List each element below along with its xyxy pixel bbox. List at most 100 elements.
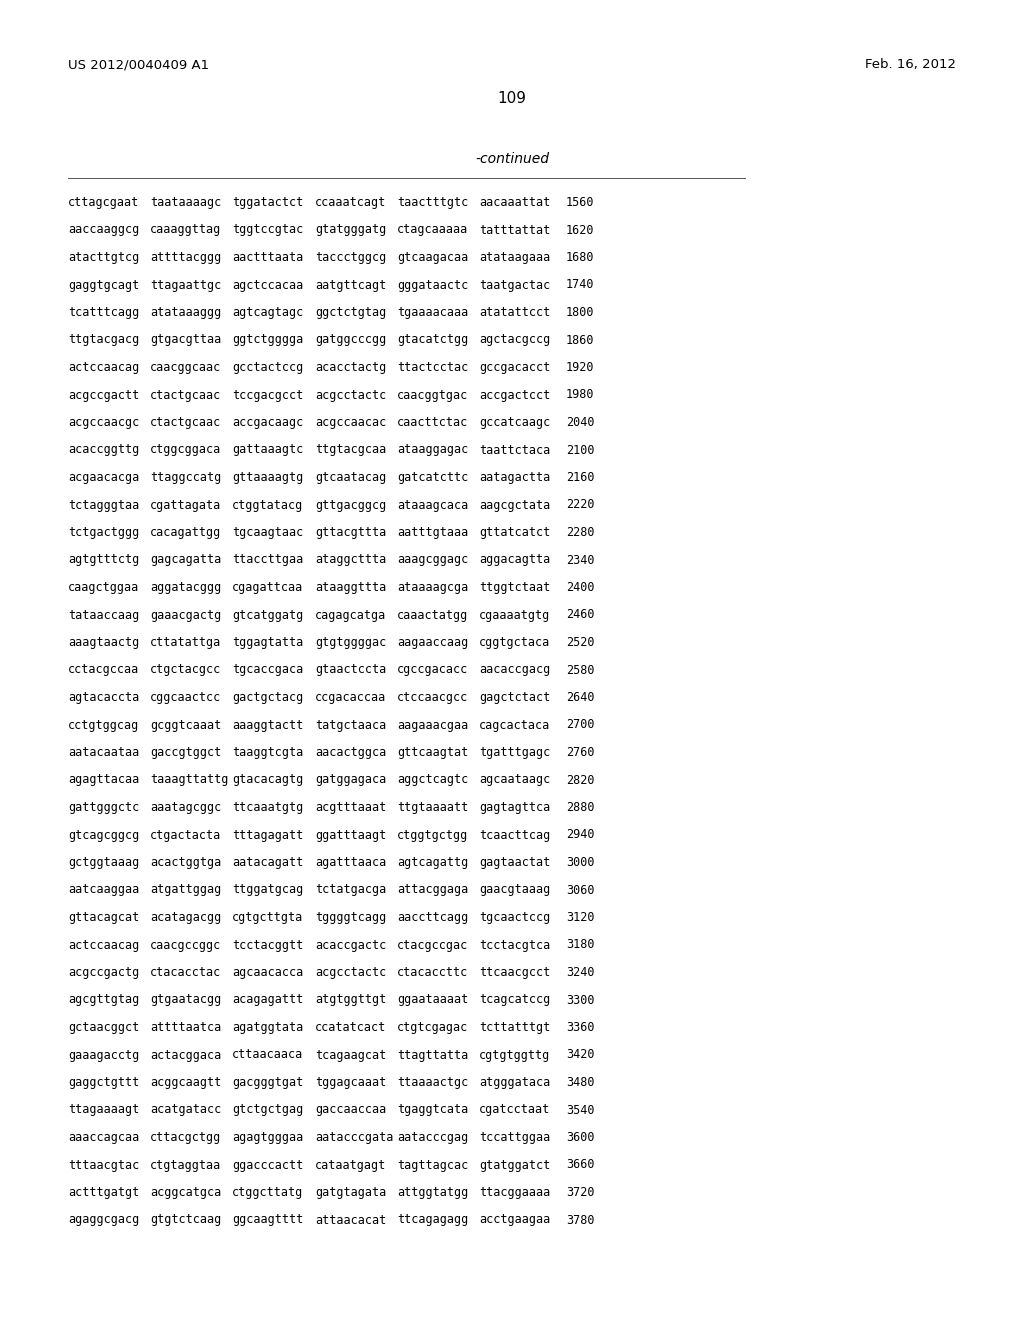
Text: ttggatgcag: ttggatgcag bbox=[232, 883, 303, 896]
Text: ggatttaagt: ggatttaagt bbox=[315, 829, 386, 842]
Text: agaggcgacg: agaggcgacg bbox=[68, 1213, 139, 1226]
Text: gaaacgactg: gaaacgactg bbox=[150, 609, 221, 622]
Text: caacgccggc: caacgccggc bbox=[150, 939, 221, 952]
Text: ttaggccatg: ttaggccatg bbox=[150, 471, 221, 484]
Text: ttagttatta: ttagttatta bbox=[397, 1048, 468, 1061]
Text: 2820: 2820 bbox=[566, 774, 595, 787]
Text: ggcaagtttt: ggcaagtttt bbox=[232, 1213, 303, 1226]
Text: gttacgttta: gttacgttta bbox=[315, 525, 386, 539]
Text: Feb. 16, 2012: Feb. 16, 2012 bbox=[865, 58, 956, 71]
Text: ttactcctac: ttactcctac bbox=[397, 360, 468, 374]
Text: gtacatctgg: gtacatctgg bbox=[397, 334, 468, 346]
Text: gtgaatacgg: gtgaatacgg bbox=[150, 994, 221, 1006]
Text: tgcaccgaca: tgcaccgaca bbox=[232, 664, 303, 676]
Text: tataaccaag: tataaccaag bbox=[68, 609, 139, 622]
Text: gaccgtggct: gaccgtggct bbox=[150, 746, 221, 759]
Text: acggcaagtt: acggcaagtt bbox=[150, 1076, 221, 1089]
Text: gtacacagtg: gtacacagtg bbox=[232, 774, 303, 787]
Text: agtcagattg: agtcagattg bbox=[397, 855, 468, 869]
Text: ttagaaaagt: ttagaaaagt bbox=[68, 1104, 139, 1117]
Text: atgggataca: atgggataca bbox=[479, 1076, 550, 1089]
Text: 2520: 2520 bbox=[566, 636, 595, 649]
Text: gtcatggatg: gtcatggatg bbox=[232, 609, 303, 622]
Text: ttcaacgcct: ttcaacgcct bbox=[479, 966, 550, 979]
Text: aatagactta: aatagactta bbox=[479, 471, 550, 484]
Text: gagtagttca: gagtagttca bbox=[479, 801, 550, 814]
Text: acatgatacc: acatgatacc bbox=[150, 1104, 221, 1117]
Text: cacagattgg: cacagattgg bbox=[150, 525, 221, 539]
Text: tctgactggg: tctgactggg bbox=[68, 525, 139, 539]
Text: 109: 109 bbox=[498, 91, 526, 106]
Text: ataaggttta: ataaggttta bbox=[315, 581, 386, 594]
Text: tggggtcagg: tggggtcagg bbox=[315, 911, 386, 924]
Text: 3480: 3480 bbox=[566, 1076, 595, 1089]
Text: atatattcct: atatattcct bbox=[479, 306, 550, 319]
Text: cgtgcttgta: cgtgcttgta bbox=[232, 911, 303, 924]
Text: gtatggatct: gtatggatct bbox=[479, 1159, 550, 1172]
Text: ttagaattgc: ttagaattgc bbox=[150, 279, 221, 292]
Text: 3120: 3120 bbox=[566, 911, 595, 924]
Text: agcaacacca: agcaacacca bbox=[232, 966, 303, 979]
Text: aaccaaggcg: aaccaaggcg bbox=[68, 223, 139, 236]
Text: ctacgccgac: ctacgccgac bbox=[397, 939, 468, 952]
Text: ttcaaatgtg: ttcaaatgtg bbox=[232, 801, 303, 814]
Text: ataaaagcga: ataaaagcga bbox=[397, 581, 468, 594]
Text: acctgaagaa: acctgaagaa bbox=[479, 1213, 550, 1226]
Text: agagttacaa: agagttacaa bbox=[68, 774, 139, 787]
Text: ctgtcgagac: ctgtcgagac bbox=[397, 1020, 468, 1034]
Text: tctagggtaa: tctagggtaa bbox=[68, 499, 139, 511]
Text: cgaaaatgtg: cgaaaatgtg bbox=[479, 609, 550, 622]
Text: attaacacat: attaacacat bbox=[315, 1213, 386, 1226]
Text: gtgtctcaag: gtgtctcaag bbox=[150, 1213, 221, 1226]
Text: ggtctgggga: ggtctgggga bbox=[232, 334, 303, 346]
Text: 1560: 1560 bbox=[566, 195, 595, 209]
Text: acactggtga: acactggtga bbox=[150, 855, 221, 869]
Text: agtcagtagc: agtcagtagc bbox=[232, 306, 303, 319]
Text: acgccaacac: acgccaacac bbox=[315, 416, 386, 429]
Text: gactgctacg: gactgctacg bbox=[232, 690, 303, 704]
Text: acacctactg: acacctactg bbox=[315, 360, 386, 374]
Text: ctggcggaca: ctggcggaca bbox=[150, 444, 221, 457]
Text: agcaataagc: agcaataagc bbox=[479, 774, 550, 787]
Text: ctggtatacg: ctggtatacg bbox=[232, 499, 303, 511]
Text: attacggaga: attacggaga bbox=[397, 883, 468, 896]
Text: gaaagacctg: gaaagacctg bbox=[68, 1048, 139, 1061]
Text: 1620: 1620 bbox=[566, 223, 595, 236]
Text: tcaacttcag: tcaacttcag bbox=[479, 829, 550, 842]
Text: 3780: 3780 bbox=[566, 1213, 595, 1226]
Text: acggcatgca: acggcatgca bbox=[150, 1185, 221, 1199]
Text: tgaaaacaaa: tgaaaacaaa bbox=[397, 306, 468, 319]
Text: ttggtctaat: ttggtctaat bbox=[479, 581, 550, 594]
Text: 3540: 3540 bbox=[566, 1104, 595, 1117]
Text: aaatagcggc: aaatagcggc bbox=[150, 801, 221, 814]
Text: aactttaata: aactttaata bbox=[232, 251, 303, 264]
Text: taattctaca: taattctaca bbox=[479, 444, 550, 457]
Text: caacttctac: caacttctac bbox=[397, 416, 468, 429]
Text: aaccttcagg: aaccttcagg bbox=[397, 911, 468, 924]
Text: tatttattat: tatttattat bbox=[479, 223, 550, 236]
Text: ataaggagac: ataaggagac bbox=[397, 444, 468, 457]
Text: 2460: 2460 bbox=[566, 609, 595, 622]
Text: acgccgactt: acgccgactt bbox=[68, 388, 139, 401]
Text: ctactgcaac: ctactgcaac bbox=[150, 416, 221, 429]
Text: US 2012/0040409 A1: US 2012/0040409 A1 bbox=[68, 58, 209, 71]
Text: tttagagatt: tttagagatt bbox=[232, 829, 303, 842]
Text: ggaataaaat: ggaataaaat bbox=[397, 994, 468, 1006]
Text: aagaaccaag: aagaaccaag bbox=[397, 636, 468, 649]
Text: taataaaagc: taataaaagc bbox=[150, 195, 221, 209]
Text: taaagttattg: taaagttattg bbox=[150, 774, 228, 787]
Text: 2220: 2220 bbox=[566, 499, 595, 511]
Text: ctgctacgcc: ctgctacgcc bbox=[150, 664, 221, 676]
Text: ctgtaggtaa: ctgtaggtaa bbox=[150, 1159, 221, 1172]
Text: 1740: 1740 bbox=[566, 279, 595, 292]
Text: acaccggttg: acaccggttg bbox=[68, 444, 139, 457]
Text: ctagcaaaaa: ctagcaaaaa bbox=[397, 223, 468, 236]
Text: gagcagatta: gagcagatta bbox=[150, 553, 221, 566]
Text: acgaacacga: acgaacacga bbox=[68, 471, 139, 484]
Text: accgactcct: accgactcct bbox=[479, 388, 550, 401]
Text: gtcaatacag: gtcaatacag bbox=[315, 471, 386, 484]
Text: 2100: 2100 bbox=[566, 444, 595, 457]
Text: atgattggag: atgattggag bbox=[150, 883, 221, 896]
Text: cgtgtggttg: cgtgtggttg bbox=[479, 1048, 550, 1061]
Text: 2400: 2400 bbox=[566, 581, 595, 594]
